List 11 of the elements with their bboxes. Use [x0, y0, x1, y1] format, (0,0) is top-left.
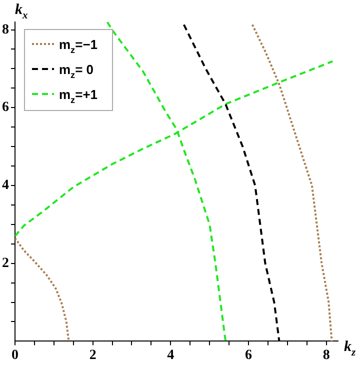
y-tick-label: 4	[2, 178, 9, 194]
y-tick-label: 2	[2, 256, 9, 271]
x-tick-label: 8	[322, 348, 330, 364]
x-tick-label: 0	[12, 348, 18, 364]
y-tick-label: 6	[2, 100, 9, 116]
line-series	[15, 237, 70, 342]
y-tick-label: 8	[2, 22, 9, 38]
line-series	[251, 24, 333, 342]
x-tick-label: 6	[244, 348, 252, 364]
x-tick-label: 2	[89, 348, 96, 364]
x-tick-label: 4	[167, 348, 174, 364]
